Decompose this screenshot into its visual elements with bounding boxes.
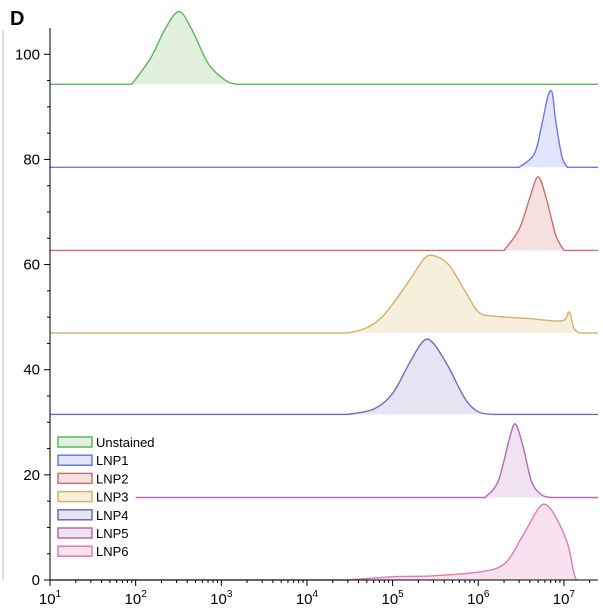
- legend-swatch-lnp2: [57, 472, 93, 485]
- series-line-lnp3: [50, 254, 598, 334]
- series-line-unstained: [50, 10, 598, 85]
- x-tick-label-1: 102: [125, 589, 148, 608]
- series-lnp2: [50, 176, 598, 252]
- series-lnp3: [50, 254, 598, 334]
- y-tick-label-0: 0: [32, 572, 40, 589]
- x-tick-label-5: 106: [467, 589, 490, 608]
- legend: Unstained LNP1 LNP2 LNP3 LNP4 LNP5 LNP6: [57, 435, 155, 559]
- panel-label: D: [10, 8, 24, 30]
- legend-swatch-lnp6: [57, 545, 93, 557]
- x-ticks: 101 102 103 104 105 106 107: [39, 580, 591, 608]
- series-line-lnp5: [135, 423, 598, 499]
- x-tick-label-4: 105: [381, 589, 404, 608]
- y-tick-label-1: 20: [23, 467, 40, 484]
- legend-swatch-lnp4: [57, 509, 93, 521]
- series-line-lnp2: [50, 176, 598, 252]
- y-tick-label-5: 100: [15, 46, 40, 63]
- series-line-lnp6: [50, 503, 578, 581]
- series-area-lnp3: [347, 255, 579, 333]
- legend-swatch-unstained: [57, 436, 93, 448]
- legend-label-lnp5: LNP5: [96, 526, 129, 541]
- series-area-lnp5: [485, 423, 551, 498]
- legend-label-lnp1: LNP1: [96, 453, 129, 468]
- legend-label-lnp6: LNP6: [96, 544, 129, 559]
- series-area-lnp6: [347, 504, 577, 580]
- x-tick-label-3: 104: [296, 589, 319, 608]
- series-line-lnp4: [50, 338, 598, 416]
- legend-swatch-lnp3: [57, 490, 93, 503]
- series-unstained: [50, 10, 598, 85]
- y-tick-label-3: 60: [23, 257, 40, 274]
- y-tick-label-2: 40: [23, 362, 40, 379]
- axes-layer: [49, 28, 598, 581]
- legend-swatch-lnp1: [57, 454, 93, 466]
- legend-label-unstained: Unstained: [96, 435, 155, 450]
- legend-label-lnp4: LNP4: [96, 508, 129, 523]
- x-tick-label-2: 103: [210, 589, 233, 608]
- series-lnp1: [50, 89, 598, 168]
- x-tick-label-0: 101: [39, 589, 62, 608]
- legend-label-lnp3: LNP3: [96, 490, 129, 505]
- legend-label-lnp2: LNP2: [96, 471, 129, 486]
- series-layer: [50, 10, 598, 581]
- series-lnp5: [135, 423, 598, 499]
- y-tick-label-4: 80: [23, 151, 40, 168]
- y-ticks: 0 20 40 60 80 100: [15, 46, 50, 589]
- series-area-lnp4: [347, 339, 494, 415]
- x-tick-label-6: 107: [553, 589, 576, 608]
- series-area-unstained: [131, 11, 237, 85]
- series-lnp6: [50, 503, 578, 581]
- series-lnp4: [50, 338, 598, 416]
- series-line-lnp1: [50, 89, 598, 168]
- legend-swatch-lnp5: [57, 527, 93, 539]
- series-area-lnp2: [504, 176, 564, 251]
- series-area-lnp1: [519, 90, 568, 168]
